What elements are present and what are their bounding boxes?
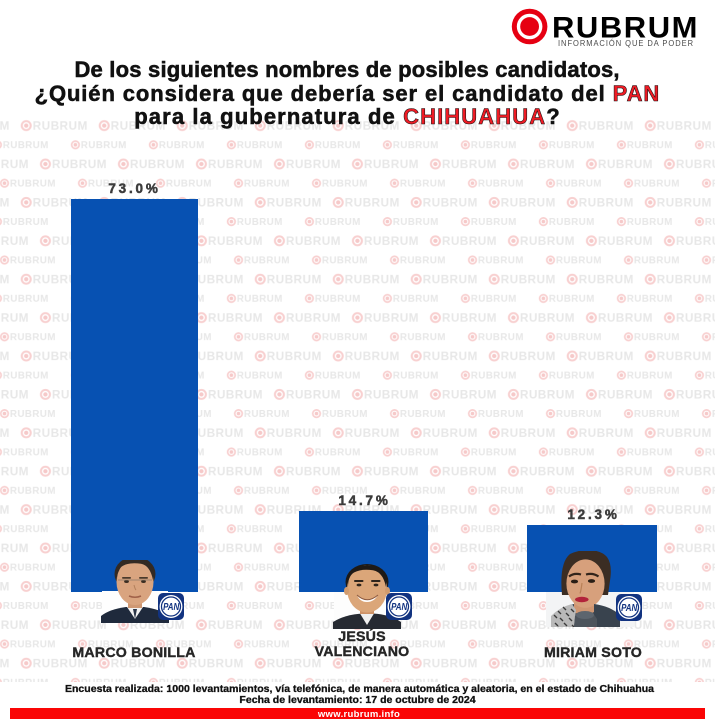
svg-text:PAN: PAN [391,601,408,613]
svg-text:PAN: PAN [163,601,180,613]
svg-text:RUBRUM: RUBRUM [552,12,699,45]
svg-text:INFORMACIÓN QUE DA PODER: INFORMACIÓN QUE DA PODER [558,39,694,48]
svg-text:PAN: PAN [621,602,638,614]
